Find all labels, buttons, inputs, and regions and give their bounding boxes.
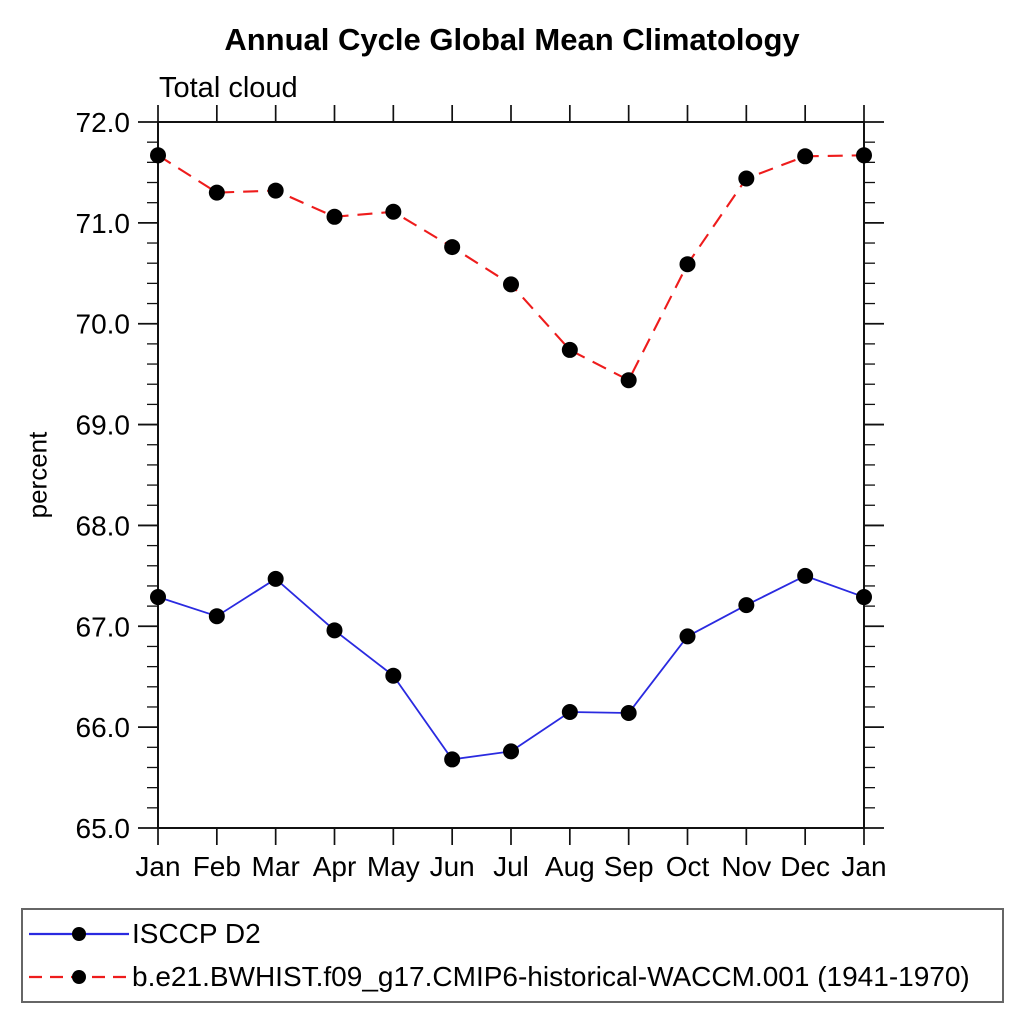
data-point-marker — [267, 182, 284, 199]
y-tick-label: 66.0 — [76, 712, 131, 743]
legend-line-sample-dashed — [29, 969, 129, 984]
legend-item-model-run: b.e21.BWHIST.f09_g17.CMIP6-historical-WA… — [28, 957, 1002, 997]
legend-sample-marker-icon — [72, 969, 86, 984]
x-tick-label: Mar — [252, 851, 300, 882]
legend-line-sample-solid — [29, 927, 129, 942]
y-tick-label: 68.0 — [76, 510, 131, 541]
data-point-marker — [326, 622, 343, 639]
x-tick-label: Oct — [666, 851, 710, 882]
series-line-0 — [157, 574, 865, 761]
chart-title: Annual Cycle Global Mean Climatology — [224, 22, 800, 57]
data-point-marker — [620, 372, 637, 389]
y-tick-label: 65.0 — [76, 813, 131, 844]
legend-sample-marker-icon — [72, 927, 86, 942]
data-point-marker — [620, 705, 637, 722]
x-tick-label: Apr — [313, 851, 357, 882]
legend-label: ISCCP D2 — [132, 918, 261, 950]
data-point-marker — [503, 276, 519, 293]
data-point-marker — [208, 608, 225, 625]
data-point-marker — [385, 667, 402, 684]
x-tick-label: Aug — [545, 851, 595, 882]
y-tick-label: 71.0 — [76, 208, 131, 239]
x-tick-label: Sep — [604, 851, 654, 882]
chart-subtitle: Total cloud — [159, 72, 298, 104]
data-point-marker — [561, 341, 578, 358]
x-tick-label: Jun — [430, 851, 475, 882]
plot-frame — [157, 121, 865, 829]
series-line-1 — [157, 154, 865, 382]
x-tick-label: Nov — [721, 851, 771, 882]
data-point-marker — [267, 570, 284, 587]
series-lines — [150, 147, 872, 768]
data-point-marker — [561, 704, 578, 721]
data-point-marker — [738, 597, 755, 614]
x-tick-label: Feb — [193, 851, 241, 882]
legend-box: ISCCP D2 b.e21.BWHIST.f09_g17.CMIP6-hist… — [21, 908, 1004, 1003]
x-tick-label: May — [367, 851, 420, 882]
x-tick-label: Jul — [493, 851, 529, 882]
y-tick-label: 69.0 — [76, 410, 131, 441]
legend-item-isccp-d2: ISCCP D2 — [28, 914, 1002, 954]
data-point-marker — [679, 628, 696, 645]
data-point-marker — [503, 743, 519, 760]
data-point-marker — [444, 239, 461, 256]
data-point-marker — [208, 184, 225, 201]
data-point-marker — [797, 567, 814, 584]
data-point-marker — [679, 256, 696, 273]
legend-label: b.e21.BWHIST.f09_g17.CMIP6-historical-WA… — [132, 960, 970, 992]
x-tick-label: Jan — [135, 851, 180, 882]
data-point-marker — [326, 208, 343, 225]
y-tick-label: 70.0 — [76, 309, 131, 340]
data-point-marker — [444, 751, 461, 768]
data-point-marker — [738, 170, 755, 187]
data-point-marker — [385, 203, 402, 220]
x-tick-label: Jan — [841, 851, 886, 882]
tick-labels: Jan Feb Mar Apr May Jun Jul Aug Sep Oct Nov Dec Jan6… — [76, 107, 887, 882]
data-point-marker — [150, 147, 166, 164]
y-tick-label: 72.0 — [76, 107, 131, 138]
y-tick-label: 67.0 — [76, 611, 131, 642]
data-point-marker — [797, 148, 814, 165]
x-tick-label: Dec — [780, 851, 830, 882]
data-point-marker — [856, 147, 872, 164]
data-point-marker — [150, 589, 166, 606]
data-point-marker — [856, 589, 872, 606]
axes-and-ticks — [138, 105, 884, 845]
